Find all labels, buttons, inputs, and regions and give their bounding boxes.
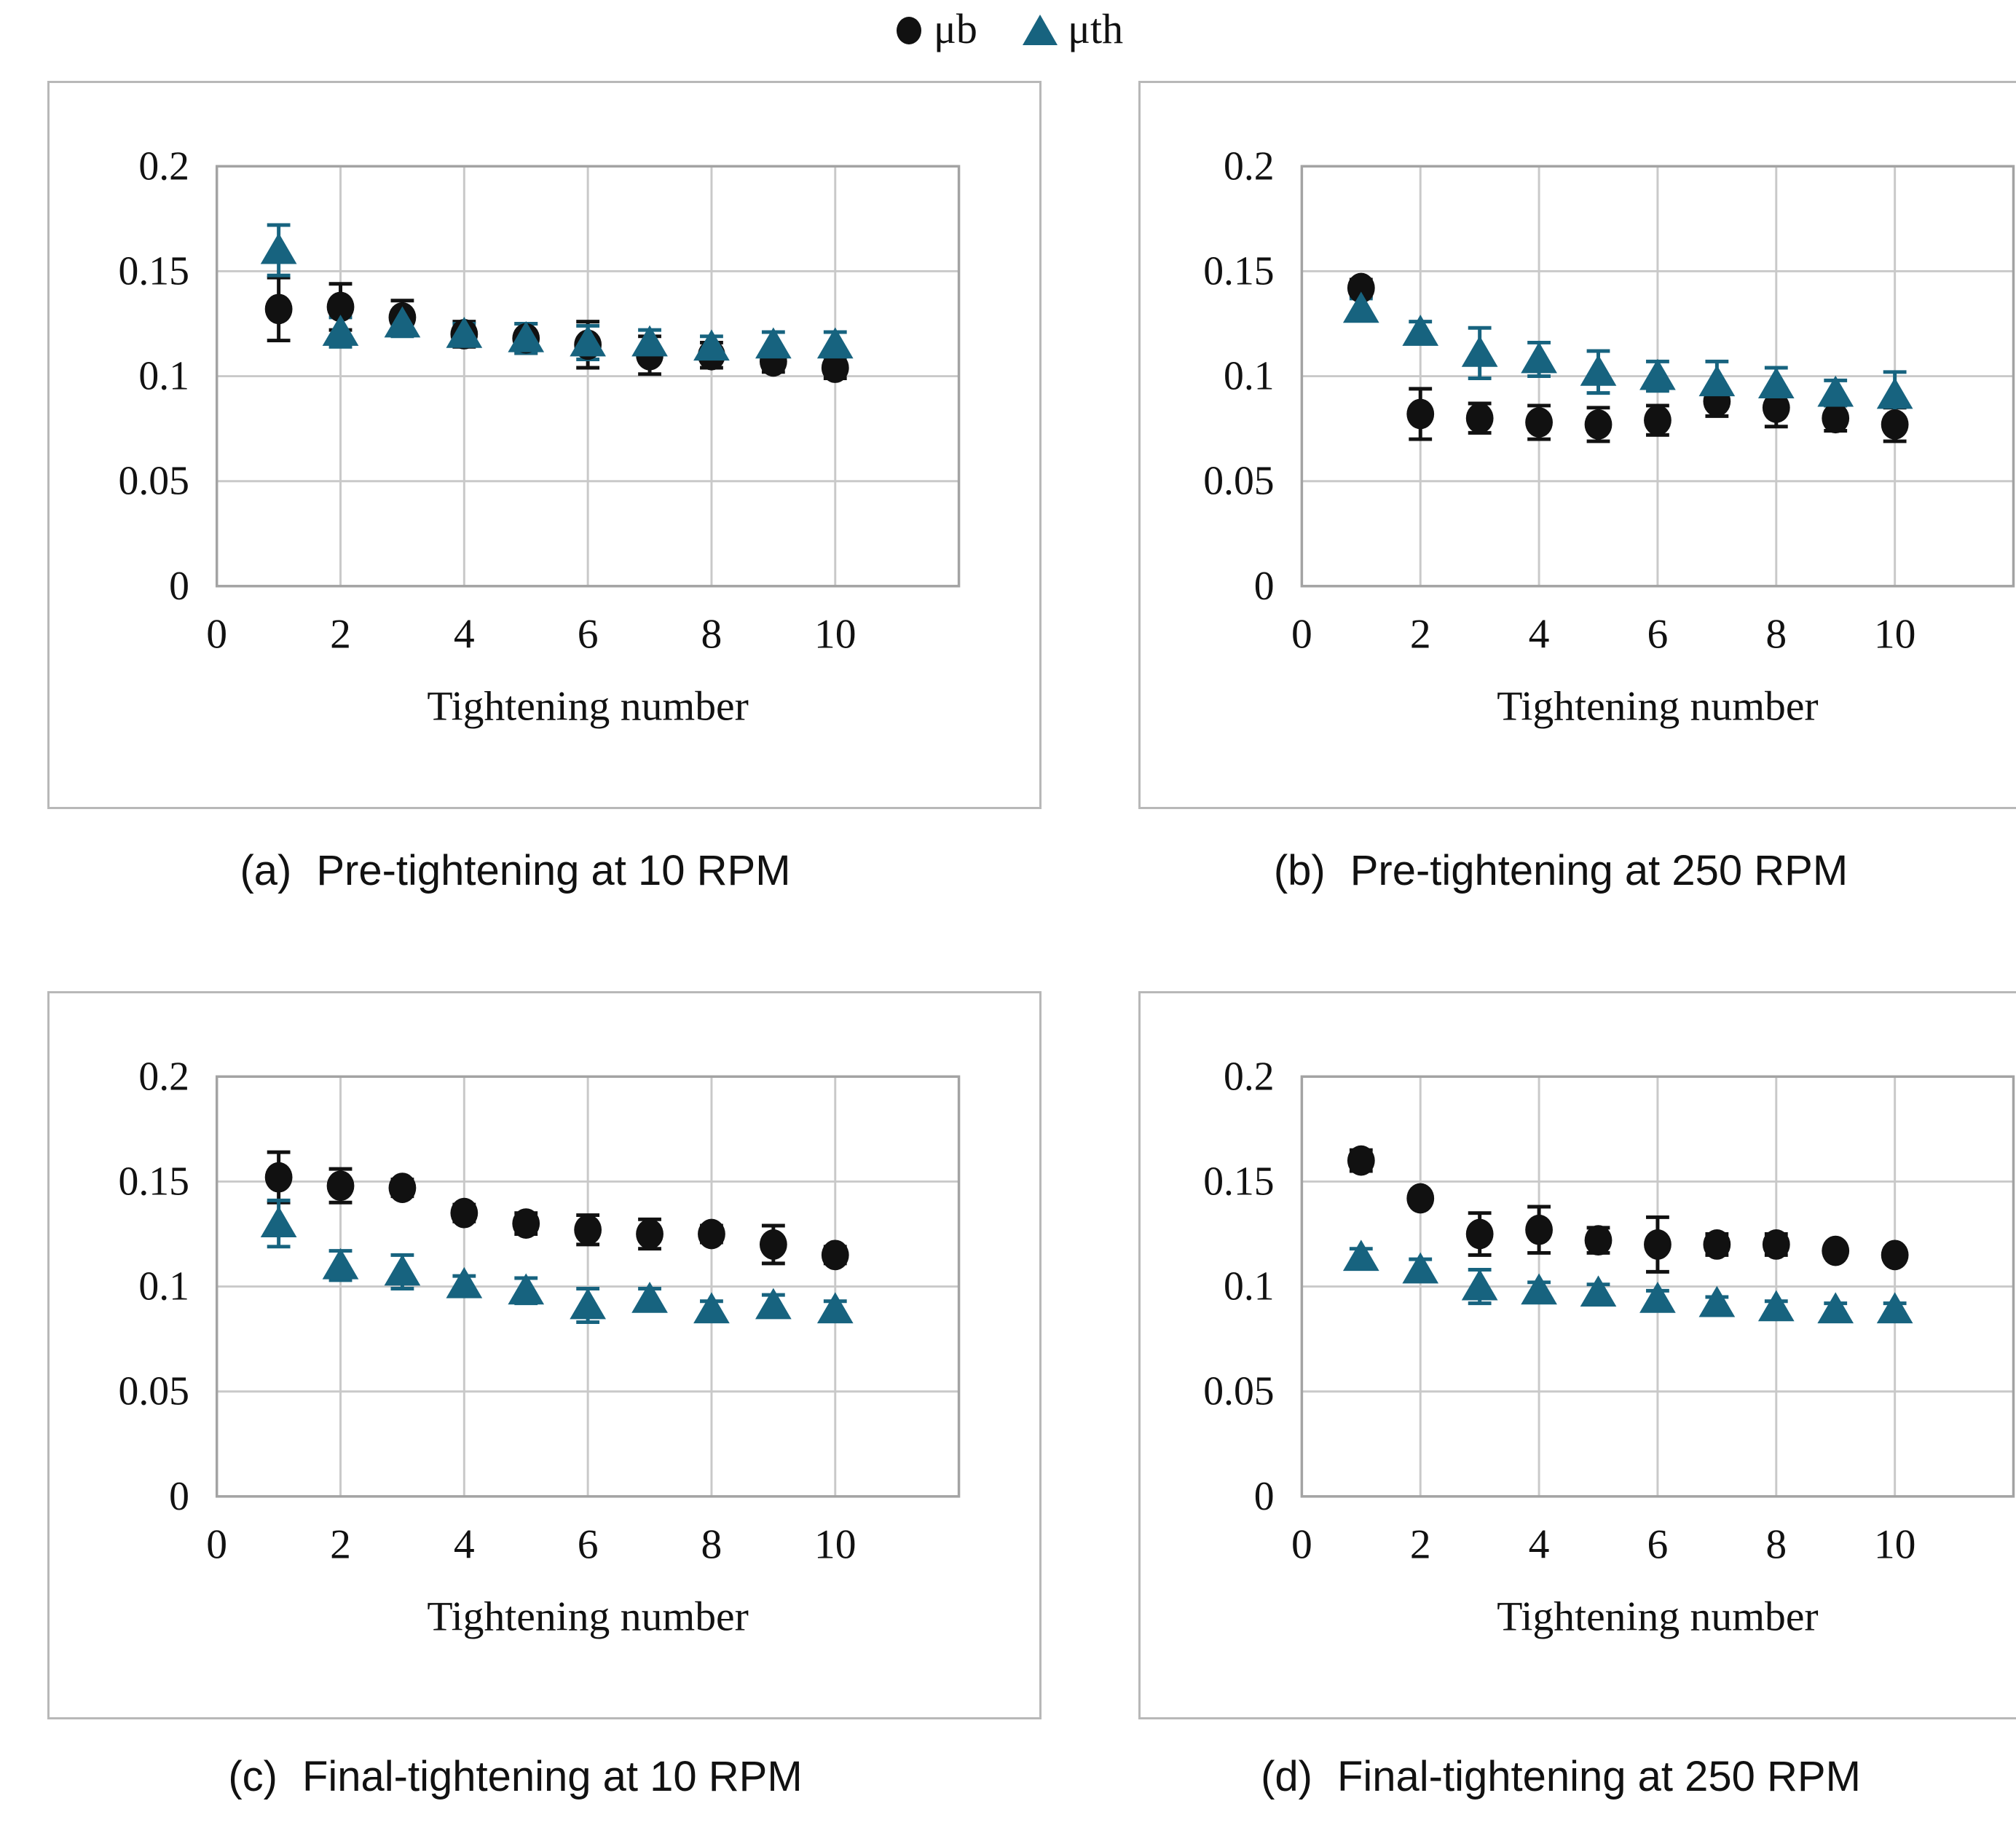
svg-text:0: 0 bbox=[1254, 564, 1275, 609]
svg-text:6: 6 bbox=[1647, 611, 1669, 657]
svg-text:0.2: 0.2 bbox=[1224, 1054, 1275, 1099]
svg-text:0.15: 0.15 bbox=[1203, 1159, 1274, 1204]
svg-text:0.05: 0.05 bbox=[119, 459, 189, 504]
muth-triangle-icon bbox=[1022, 14, 1058, 45]
svg-text:2: 2 bbox=[1410, 611, 1431, 657]
svg-text:0.05: 0.05 bbox=[119, 1369, 189, 1414]
svg-text:0.1: 0.1 bbox=[1224, 354, 1275, 399]
svg-text:Tightening number: Tightening number bbox=[1497, 1594, 1818, 1640]
svg-text:0: 0 bbox=[206, 1521, 227, 1567]
legend-label-muth: μth bbox=[1067, 5, 1124, 52]
svg-text:0: 0 bbox=[1254, 1474, 1275, 1519]
chart-b-plot: 0 0.05 0.1 0.15 0.2 0 2 4 6 8 10 Tightening number bbox=[1203, 143, 2015, 730]
caption-b-prefix: (b) bbox=[1273, 847, 1326, 894]
caption-d-prefix: (d) bbox=[1261, 1753, 1312, 1800]
svg-text:10: 10 bbox=[1874, 1521, 1916, 1567]
svg-text:0.2: 0.2 bbox=[1224, 143, 1275, 189]
svg-text:Tightening number: Tightening number bbox=[427, 1594, 748, 1640]
svg-text:2: 2 bbox=[330, 1521, 351, 1567]
chart-legend: μb μth bbox=[0, 4, 2016, 53]
svg-text:0.1: 0.1 bbox=[1224, 1264, 1275, 1309]
svg-text:0: 0 bbox=[169, 564, 189, 609]
svg-text:Tightening number: Tightening number bbox=[1497, 684, 1818, 730]
svg-text:8: 8 bbox=[701, 611, 722, 657]
chart-d-plot: 0 0.05 0.1 0.15 0.2 0 2 4 6 8 10 Tightening number bbox=[1203, 1054, 2015, 1640]
svg-text:10: 10 bbox=[814, 611, 857, 657]
svg-text:4: 4 bbox=[454, 1521, 475, 1567]
svg-text:4: 4 bbox=[1529, 1521, 1550, 1567]
caption-a-text: Pre-tightening at 10 RPM bbox=[316, 847, 791, 894]
caption-c: (c) Final-tightening at 10 RPM bbox=[18, 1752, 1012, 1801]
legend-label-mub: μb bbox=[933, 5, 977, 52]
svg-text:0.15: 0.15 bbox=[119, 248, 189, 293]
caption-c-text: Final-tightening at 10 RPM bbox=[302, 1753, 803, 1800]
svg-text:0.15: 0.15 bbox=[119, 1159, 189, 1204]
svg-text:6: 6 bbox=[578, 1521, 599, 1567]
svg-text:6: 6 bbox=[578, 611, 599, 657]
legend-item-muth: μth bbox=[1021, 4, 1123, 53]
subplot-c-final-tightening-10rpm: 0 0.05 0.1 0.15 0.2 0 2 4 6 8 10 Tightening number bbox=[47, 991, 1042, 1719]
svg-text:8: 8 bbox=[701, 1521, 722, 1567]
legend-item-mub: μb bbox=[893, 4, 977, 53]
svg-text:2: 2 bbox=[1410, 1521, 1431, 1567]
caption-a: (a) Pre-tightening at 10 RPM bbox=[18, 846, 1012, 895]
svg-text:4: 4 bbox=[1529, 611, 1550, 657]
caption-b-text: Pre-tightening at 250 RPM bbox=[1350, 847, 1848, 894]
svg-text:0.15: 0.15 bbox=[1203, 248, 1274, 293]
caption-d-text: Final-tightening at 250 RPM bbox=[1336, 1753, 1861, 1800]
svg-text:Tightening number: Tightening number bbox=[427, 684, 748, 730]
caption-a-prefix: (a) bbox=[240, 847, 292, 894]
svg-text:2: 2 bbox=[330, 611, 351, 657]
svg-text:0.1: 0.1 bbox=[138, 1264, 189, 1309]
svg-text:0: 0 bbox=[1291, 611, 1312, 657]
svg-text:0: 0 bbox=[206, 611, 227, 657]
caption-d: (d) Final-tightening at 250 RPM bbox=[1109, 1752, 2012, 1801]
svg-text:0.05: 0.05 bbox=[1203, 1369, 1274, 1414]
svg-text:10: 10 bbox=[814, 1521, 857, 1567]
svg-text:0: 0 bbox=[1291, 1521, 1312, 1567]
svg-text:0.05: 0.05 bbox=[1203, 459, 1274, 504]
svg-text:10: 10 bbox=[1874, 611, 1916, 657]
chart-a-plot: 0 0.05 0.1 0.15 0.2 0 2 4 6 8 10 Tightening number bbox=[119, 143, 961, 730]
svg-text:8: 8 bbox=[1765, 1521, 1787, 1567]
caption-c-prefix: (c) bbox=[228, 1753, 277, 1800]
subplot-a-pre-tightening-10rpm: 0 0.05 0.1 0.15 0.2 0 2 4 6 8 10 Tightening number bbox=[47, 81, 1042, 809]
svg-text:0: 0 bbox=[169, 1474, 189, 1519]
svg-text:8: 8 bbox=[1765, 611, 1787, 657]
svg-text:0.1: 0.1 bbox=[138, 354, 189, 399]
svg-text:4: 4 bbox=[454, 611, 475, 657]
svg-text:0.2: 0.2 bbox=[138, 1054, 189, 1099]
subplot-d-final-tightening-250rpm: 0 0.05 0.1 0.15 0.2 0 2 4 6 8 10 Tightening number bbox=[1138, 991, 2016, 1719]
caption-b: (b) Pre-tightening at 250 RPM bbox=[1109, 846, 2012, 895]
subplot-b-pre-tightening-250rpm: 0 0.05 0.1 0.15 0.2 0 2 4 6 8 10 Tightening number bbox=[1138, 81, 2016, 809]
mub-circle-icon bbox=[896, 16, 921, 44]
svg-text:0.2: 0.2 bbox=[138, 143, 189, 189]
svg-text:6: 6 bbox=[1647, 1521, 1669, 1567]
chart-c-plot: 0 0.05 0.1 0.15 0.2 0 2 4 6 8 10 Tightening number bbox=[119, 1054, 961, 1640]
